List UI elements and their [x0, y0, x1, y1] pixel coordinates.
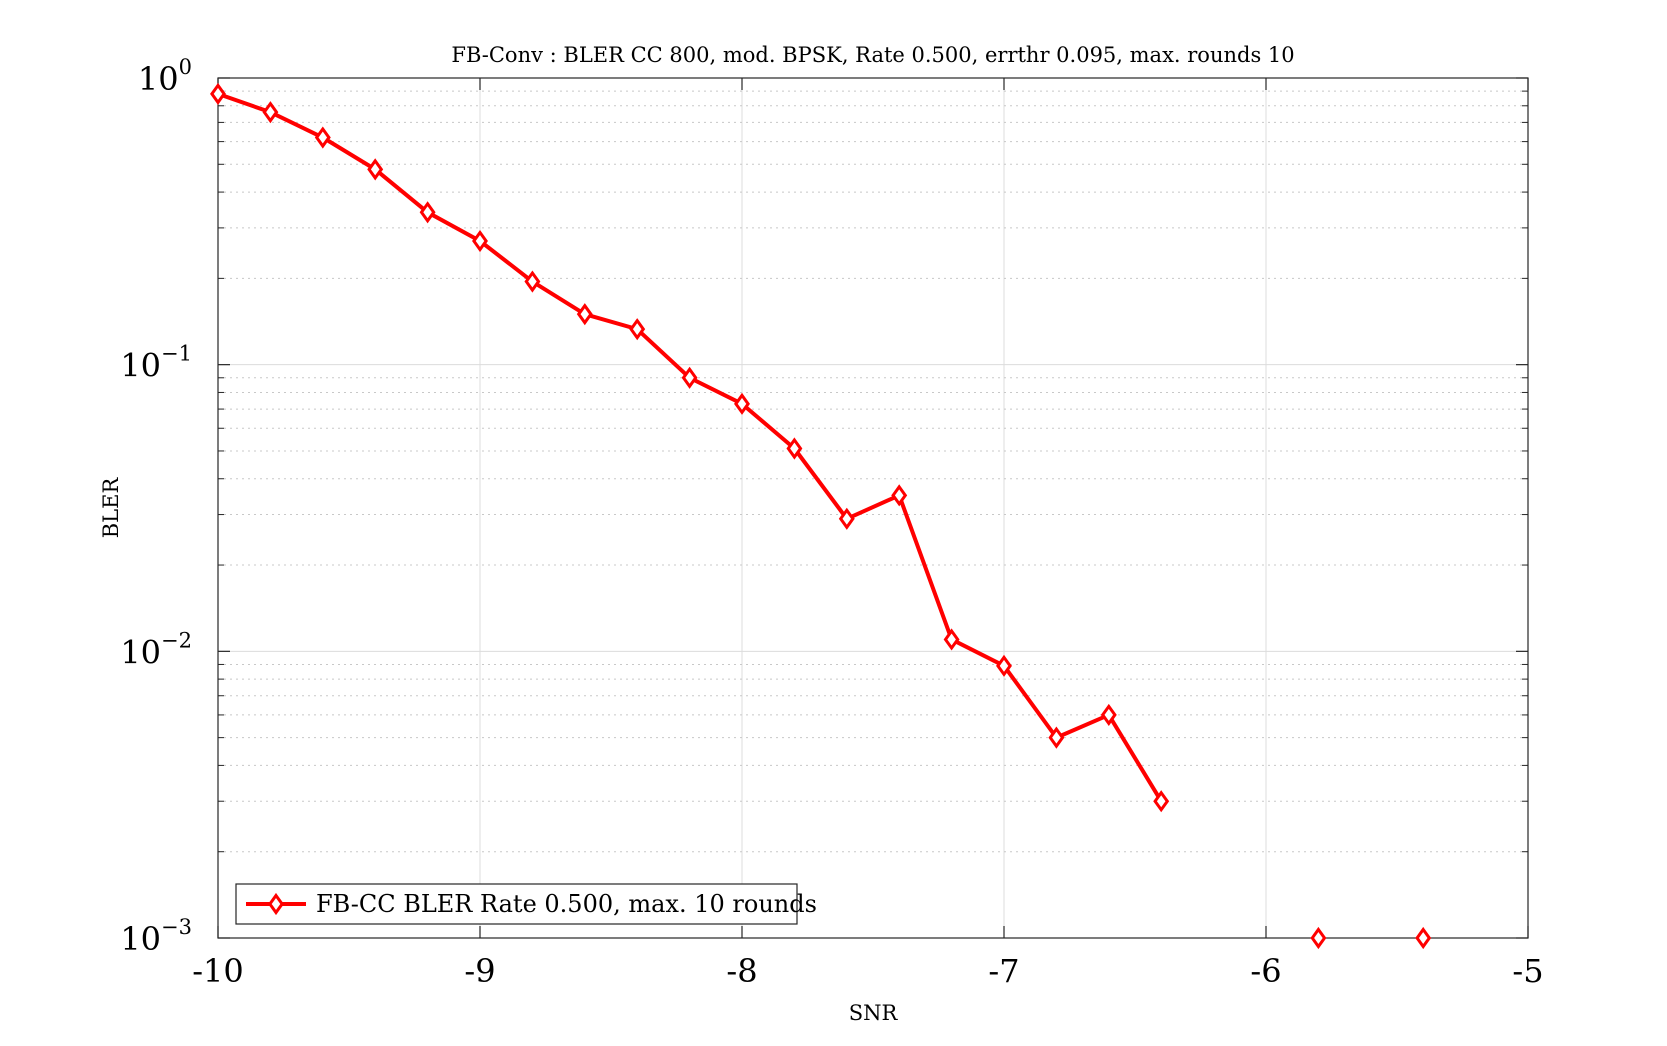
- data-point: [367, 158, 384, 181]
- data-point: [838, 507, 855, 530]
- legend-entry-label: FB-CC BLER Rate 0.500, max. 10 rounds: [316, 890, 817, 918]
- x-tick-label: -6: [1250, 952, 1281, 990]
- x-axis-label: SNR: [849, 1001, 899, 1025]
- data-point: [262, 101, 279, 124]
- x-tick-label: -10: [192, 952, 244, 990]
- y-tick-label: 100: [138, 55, 192, 98]
- tick-labels: -10 -9 -8 -7 -6 -5 100 10−1 10−2 10−3: [120, 55, 1543, 990]
- data-point: [472, 229, 488, 253]
- x-tick-label: -5: [1512, 952, 1543, 990]
- data-point: [629, 318, 646, 341]
- x-tick-label: -7: [988, 952, 1019, 990]
- chart-title: FB-Conv : BLER CC 800, mod. BPSK, Rate 0…: [451, 43, 1294, 67]
- legend-box: [235, 883, 798, 925]
- legend: FB-CC BLER Rate 0.500, max. 10 rounds: [235, 883, 817, 925]
- y-tick-label: 10−3: [120, 915, 192, 958]
- legend-diamond-icon: [268, 892, 284, 916]
- data-point: [210, 82, 226, 105]
- plot-frame: [217, 77, 1529, 939]
- data-point: [734, 392, 750, 415]
- x-tick-label: -8: [726, 952, 757, 990]
- data-point: [1100, 703, 1117, 726]
- data-point: [1153, 790, 1170, 813]
- x-tick-label: -9: [464, 952, 495, 990]
- data-point: [891, 484, 908, 507]
- grid: [218, 78, 1528, 938]
- series-layer: [210, 82, 1432, 950]
- y-tick-label: 10−1: [120, 342, 192, 385]
- y-axis-label: BLER: [99, 477, 123, 539]
- data-point: [996, 654, 1012, 677]
- y-tick-label: 10−2: [120, 628, 192, 671]
- data-point: [576, 303, 593, 326]
- data-point: [1415, 926, 1432, 950]
- data-point: [314, 126, 331, 149]
- tick-marks: [217, 77, 1529, 939]
- data-point: [1310, 926, 1327, 950]
- data-point: [524, 270, 541, 293]
- data-point: [943, 628, 960, 651]
- data-point: [419, 201, 436, 224]
- data-point: [1048, 726, 1065, 749]
- data-point: [786, 437, 803, 460]
- data-point: [681, 366, 698, 389]
